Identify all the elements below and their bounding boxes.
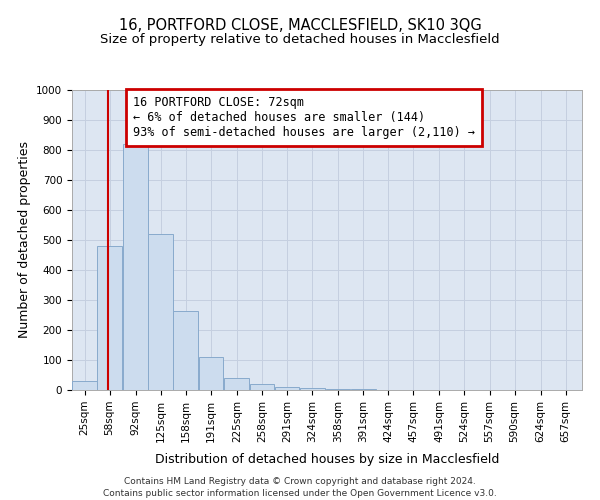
Bar — [275, 387, 299, 390]
Text: Size of property relative to detached houses in Macclesfield: Size of property relative to detached ho… — [100, 32, 500, 46]
Bar — [300, 388, 325, 390]
Text: 16, PORTFORD CLOSE, MACCLESFIELD, SK10 3QG: 16, PORTFORD CLOSE, MACCLESFIELD, SK10 3… — [119, 18, 481, 32]
Bar — [97, 246, 122, 390]
Text: 16 PORTFORD CLOSE: 72sqm
← 6% of detached houses are smaller (144)
93% of semi-d: 16 PORTFORD CLOSE: 72sqm ← 6% of detache… — [133, 96, 475, 139]
Bar — [250, 384, 274, 390]
Bar — [199, 357, 223, 390]
Bar — [326, 389, 350, 390]
Text: Contains HM Land Registry data © Crown copyright and database right 2024.: Contains HM Land Registry data © Crown c… — [124, 478, 476, 486]
Y-axis label: Number of detached properties: Number of detached properties — [17, 142, 31, 338]
Bar — [224, 378, 249, 390]
Bar — [173, 310, 198, 390]
Bar — [123, 144, 148, 390]
Bar — [148, 234, 173, 390]
Text: Contains public sector information licensed under the Open Government Licence v3: Contains public sector information licen… — [103, 489, 497, 498]
X-axis label: Distribution of detached houses by size in Macclesfield: Distribution of detached houses by size … — [155, 453, 499, 466]
Bar — [72, 381, 97, 390]
